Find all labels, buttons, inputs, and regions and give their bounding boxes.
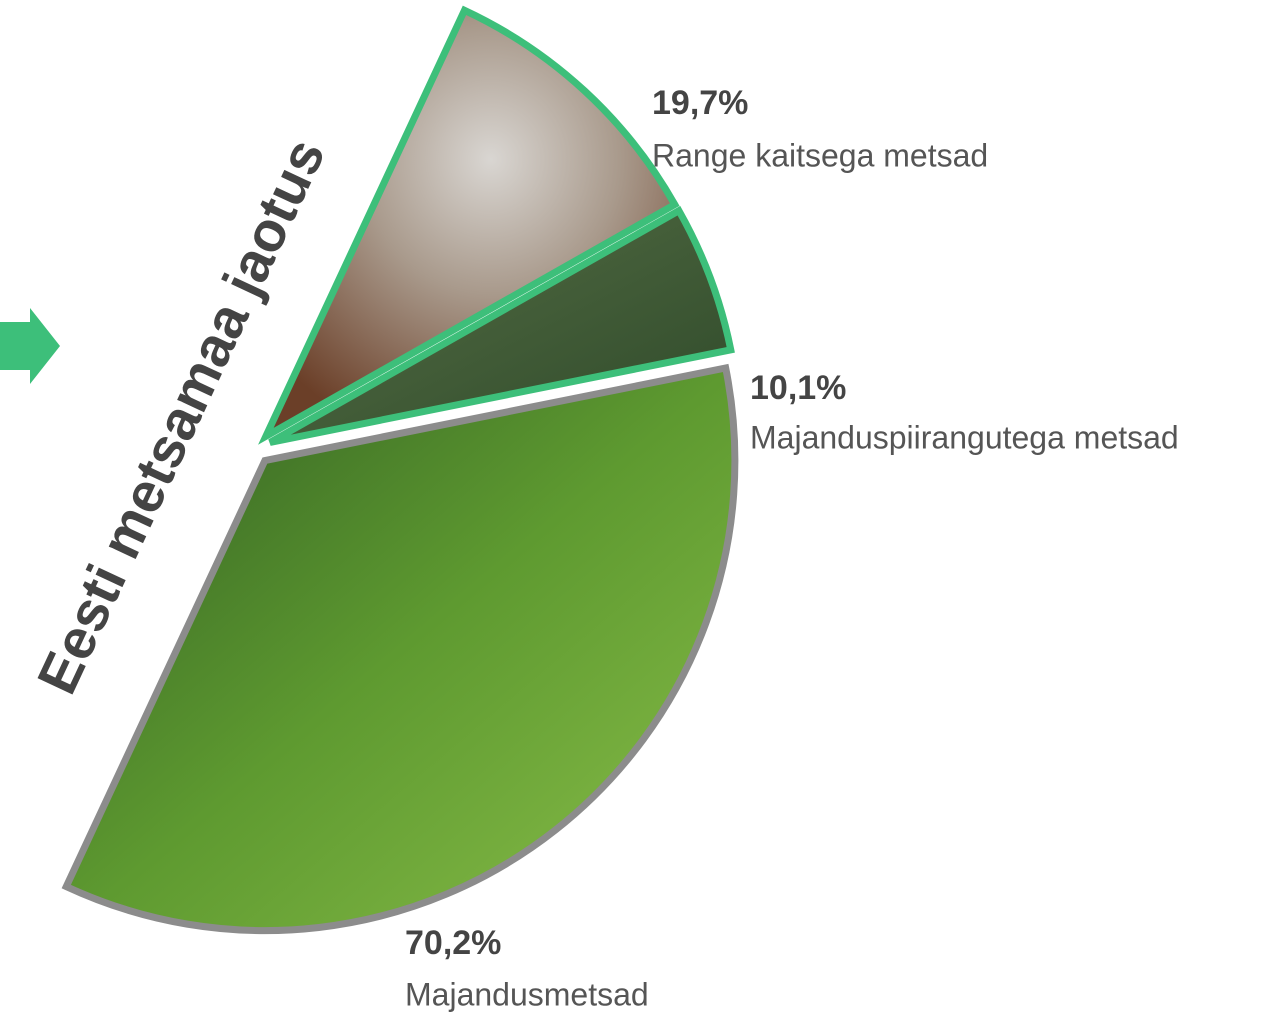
pie-slice	[258, 5, 680, 445]
pie-slice	[268, 205, 735, 446]
arrow-icon	[0, 308, 60, 384]
category-label: Majanduspiirangutega metsad	[750, 419, 1179, 455]
value-label: 70,2%	[405, 924, 501, 962]
category-label: Majandusmetsad	[405, 976, 649, 1012]
value-label: 10,1%	[750, 369, 846, 407]
value-label: 19,7%	[652, 84, 748, 122]
category-label: Range kaitsega metsad	[652, 137, 988, 173]
pie-slice	[61, 363, 739, 935]
